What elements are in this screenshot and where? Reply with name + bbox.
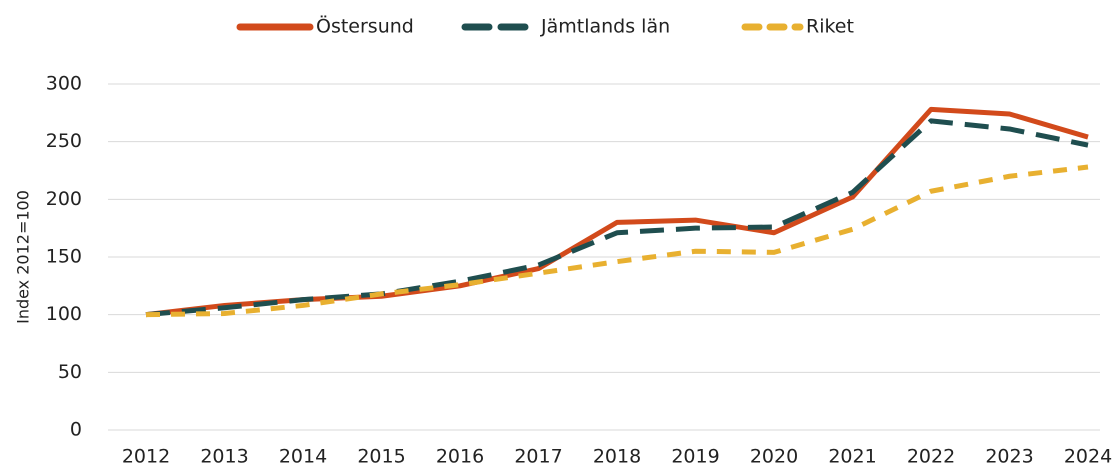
- x-tick-label: 2023: [985, 446, 1033, 468]
- x-tick-label: 2020: [750, 446, 798, 468]
- legend-label: Jämtlands län: [540, 16, 670, 38]
- x-tick-label: 2021: [828, 446, 876, 468]
- x-tick-label: 2016: [436, 446, 484, 468]
- x-tick-label: 2024: [1064, 446, 1112, 468]
- legend-label: Östersund: [316, 15, 414, 38]
- y-tick-label: 100: [46, 303, 82, 325]
- legend-label: Riket: [806, 16, 854, 38]
- y-tick-label: 150: [46, 246, 82, 268]
- line-series: [145, 106, 1089, 318]
- x-tick-label: 2012: [122, 446, 170, 468]
- line-series: [145, 118, 1089, 318]
- x-tick-label: 2019: [671, 446, 719, 468]
- x-tick-label: 2015: [357, 446, 405, 468]
- x-tick-label: 2017: [514, 446, 562, 468]
- x-tick-label: 2013: [200, 446, 248, 468]
- y-tick-label: 50: [58, 361, 82, 383]
- x-tick-label: 2014: [279, 446, 327, 468]
- y-tick-label: 0: [70, 419, 82, 441]
- y-tick-label: 300: [46, 73, 82, 95]
- y-tick-label: 200: [46, 188, 82, 210]
- x-tick-label: 2022: [907, 446, 955, 468]
- y-axis-title: Index 2012=100: [14, 190, 33, 324]
- line-series: [145, 164, 1089, 318]
- x-tick-label: 2018: [593, 446, 641, 468]
- y-tick-label: 250: [46, 130, 82, 152]
